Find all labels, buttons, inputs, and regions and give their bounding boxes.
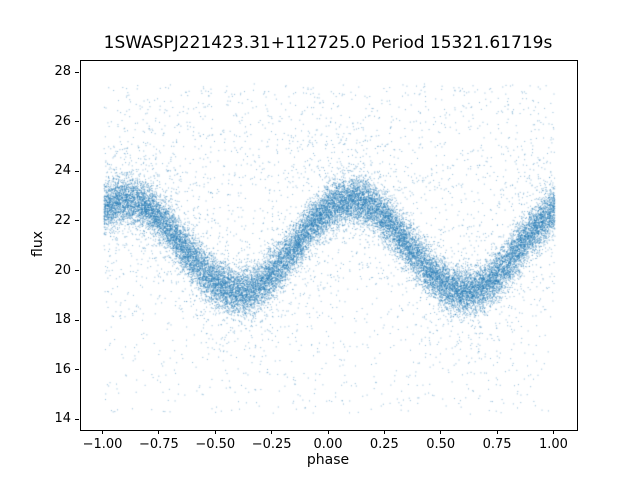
x-tick-mark	[552, 430, 554, 434]
x-tick-mark	[440, 430, 442, 434]
x-tick-label: 1.00	[538, 437, 568, 452]
x-tick-label: −0.50	[195, 437, 236, 452]
y-tick-mark	[75, 369, 79, 371]
y-tick-label: 28	[54, 64, 71, 80]
x-tick-mark	[496, 430, 498, 434]
x-tick-mark	[271, 430, 273, 434]
x-tick-label: 0.75	[482, 437, 512, 452]
x-axis-label: phase	[306, 452, 350, 468]
x-tick-label: 0.25	[369, 437, 399, 452]
x-tick-label: 0.00	[313, 437, 343, 452]
y-tick-label: 22	[54, 212, 71, 228]
y-tick-label: 18	[54, 312, 71, 328]
x-tick-mark	[214, 430, 216, 434]
y-axis-label: flux	[30, 231, 46, 257]
y-tick-label: 14	[54, 411, 71, 427]
y-tick-mark	[75, 121, 79, 123]
x-tick-mark	[102, 430, 104, 434]
x-tick-label: −0.75	[138, 437, 179, 452]
y-tick-label: 20	[54, 262, 71, 278]
y-tick-label: 16	[54, 361, 71, 377]
y-tick-label: 24	[54, 163, 71, 179]
x-tick-mark	[383, 430, 385, 434]
x-tick-label: −1.00	[82, 437, 123, 452]
y-tick-mark	[75, 270, 79, 271]
scatter-points-canvas	[81, 61, 577, 430]
x-tick-mark	[158, 430, 160, 434]
x-tick-label: −0.25	[251, 437, 292, 452]
chart-title: 1SWASPJ221423.31+112725.0 Period 15321.6…	[103, 33, 553, 53]
x-tick-label: 0.50	[426, 437, 456, 452]
x-tick-mark	[327, 430, 329, 434]
y-tick-label: 26	[54, 113, 71, 129]
y-tick-mark	[75, 220, 79, 222]
y-tick-mark	[75, 170, 79, 172]
y-tick-mark	[75, 319, 79, 321]
y-tick-mark	[75, 418, 79, 420]
plot-area	[80, 60, 578, 431]
y-tick-mark	[75, 71, 79, 73]
